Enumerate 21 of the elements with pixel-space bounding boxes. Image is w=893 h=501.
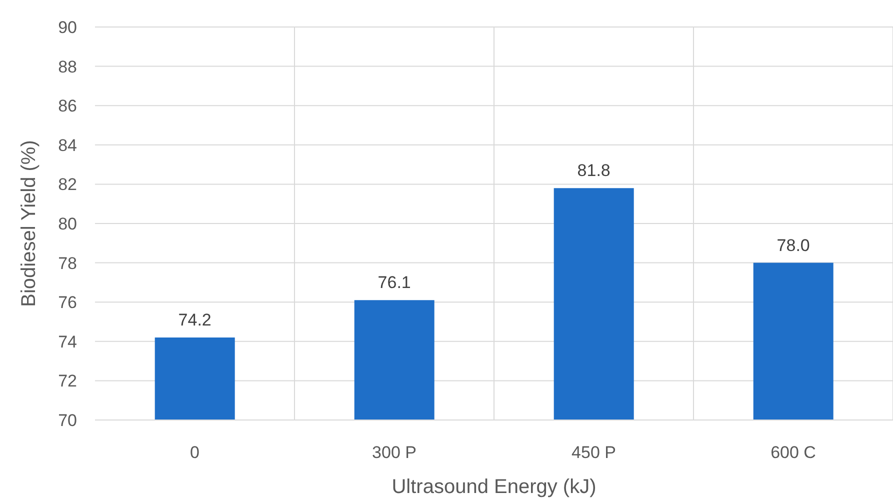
x-tick-label: 300 P (372, 443, 416, 462)
y-tick-label: 84 (58, 136, 77, 155)
y-tick-label: 90 (58, 18, 77, 38)
x-tick-label: 600 C (770, 443, 816, 462)
y-tick-label: 82 (58, 175, 77, 194)
y-tick-label: 86 (58, 96, 77, 116)
x-tick-label: 0 (190, 443, 200, 462)
data-label: 78.0 (776, 236, 810, 255)
data-label: 74.2 (178, 310, 212, 330)
y-tick-label: 72 (58, 372, 77, 391)
y-tick-label: 70 (58, 411, 77, 430)
y-tick-label: 74 (58, 332, 77, 352)
y-axis-title: Biodiesel Yield (%) (18, 140, 40, 307)
x-axis-title: Ultrasound Energy (kJ) (392, 476, 596, 498)
y-tick-label: 76 (58, 293, 77, 312)
y-tick-label: 88 (58, 57, 77, 76)
x-tick-label: 450 P (572, 443, 616, 462)
data-label: 76.1 (378, 273, 411, 292)
y-tick-label: 78 (58, 254, 77, 273)
data-label: 81.8 (577, 161, 610, 180)
y-tick-label: 80 (58, 214, 77, 234)
